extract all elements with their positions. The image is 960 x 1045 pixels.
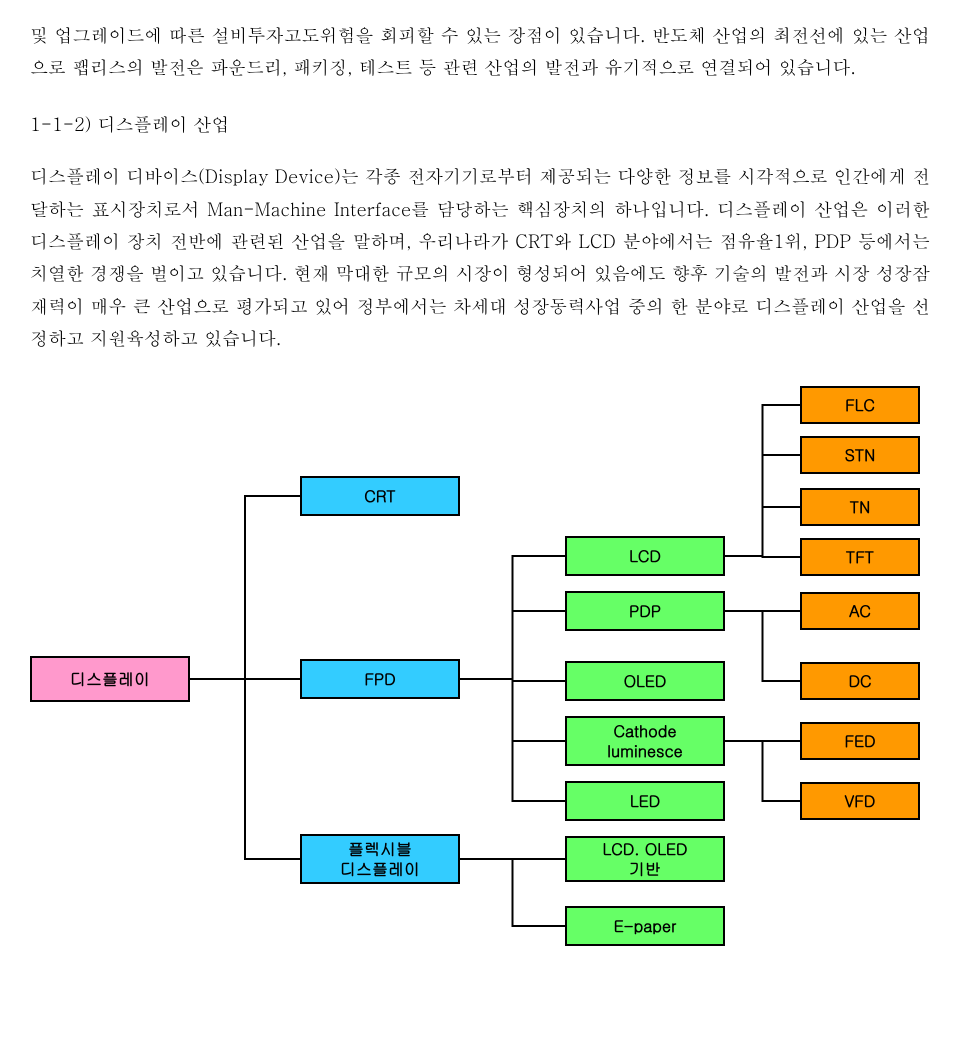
edge-fpd-cath	[460, 679, 565, 741]
edge-root-crt	[190, 496, 300, 679]
display-tree-diagram: 디스플레이 CRT FPD 플렉시블 디스플레이 LCD PDP OLED Cathode l…	[30, 386, 930, 946]
edge-fpd-pdp	[460, 611, 565, 679]
paragraph-2: 디스플레이 디바이스(Display Device)는 각종 전자기기로부터 제…	[30, 161, 930, 355]
node-flex: 플렉시블 디스플레이	[300, 834, 460, 884]
edge-lcd-flc	[725, 405, 800, 556]
node-root: 디스플레이	[30, 656, 190, 702]
node-dc: DC	[800, 662, 920, 700]
node-ac: AC	[800, 592, 920, 630]
edge-fpd-lcd	[460, 556, 565, 679]
edge-fpd-led	[460, 679, 565, 801]
edge-lcd-tft	[725, 556, 800, 557]
edge-lcd-stn	[725, 455, 800, 556]
section-heading: 1-1-2) 디스플레이 산업	[30, 109, 930, 141]
node-pdp: PDP	[565, 591, 725, 631]
edge-cath-vfd	[725, 741, 800, 801]
node-flc: FLC	[800, 386, 920, 424]
node-led: LED	[565, 781, 725, 821]
node-stn: STN	[800, 436, 920, 474]
edge-root-flex	[190, 679, 300, 859]
edge-fpd-oled	[460, 679, 565, 681]
node-lcd: LCD	[565, 536, 725, 576]
paragraph-1: 및 업그레이드에 따른 설비투자고도위험을 회피할 수 있는 장점이 있습니다.…	[30, 20, 930, 85]
node-lcdol: LCD. OLED 기반	[565, 836, 725, 882]
node-vfd: VFD	[800, 782, 920, 820]
node-crt: CRT	[300, 476, 460, 516]
node-tn: TN	[800, 488, 920, 526]
node-epaper: E-paper	[565, 906, 725, 946]
node-oled: OLED	[565, 661, 725, 701]
node-cath: Cathode luminesce	[565, 716, 725, 766]
node-fed: FED	[800, 722, 920, 760]
node-fpd: FPD	[300, 659, 460, 699]
edge-pdp-dc	[725, 611, 800, 681]
node-tft: TFT	[800, 538, 920, 576]
edge-flex-epaper	[460, 859, 565, 926]
edge-lcd-tn	[725, 507, 800, 556]
